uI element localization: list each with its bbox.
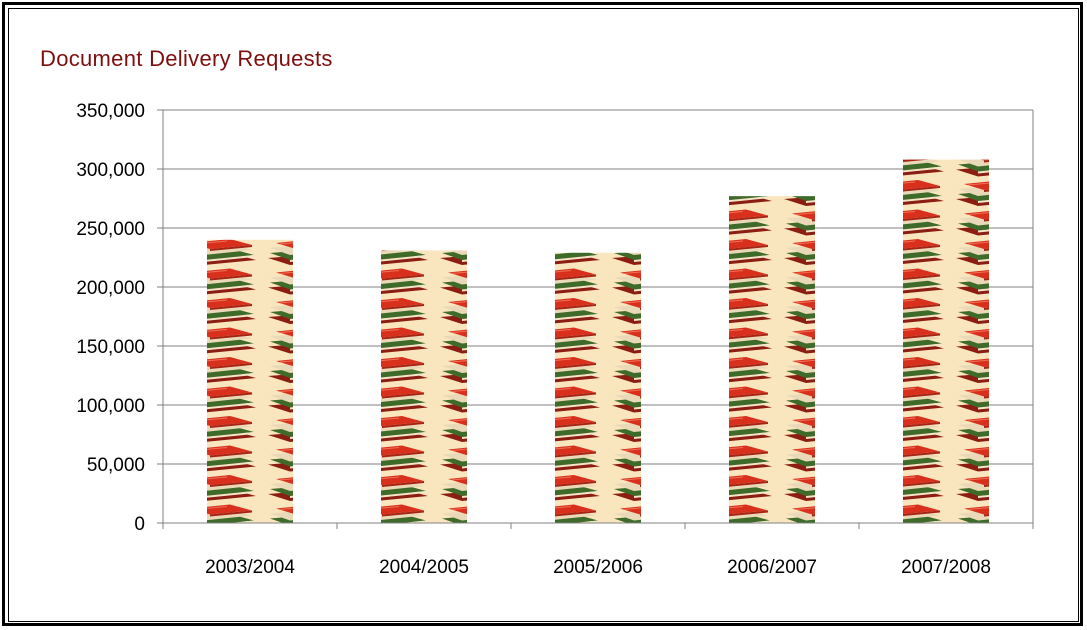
x-tick-label: 2004/2005: [379, 557, 469, 578]
bars: [207, 159, 989, 524]
y-tick-label: 50,000: [87, 455, 145, 476]
x-tick-label: 2007/2008: [901, 557, 991, 578]
y-tick-label: 250,000: [76, 219, 145, 240]
x-axis-tick-labels: 2003/2004 2004/2005 2005/2006 2006/2007 2007…: [205, 557, 991, 578]
y-tick-label: 200,000: [76, 278, 145, 299]
x-tick-label: 2006/2007: [727, 557, 817, 578]
bar: [729, 196, 815, 523]
bar: [903, 159, 989, 523]
bar: [207, 239, 293, 524]
y-tick-label: 300,000: [76, 160, 145, 181]
y-tick-label: 350,000: [76, 101, 145, 122]
x-tick-label: 2003/2004: [205, 557, 295, 578]
bar: [381, 250, 467, 524]
y-axis-tick-labels: 0 50,000 100,000 150,000 200,000 250,000 300,0…: [76, 101, 145, 535]
x-tick-label: 2005/2006: [553, 557, 643, 578]
y-tick-label: 0: [134, 514, 145, 535]
y-tick-label: 100,000: [76, 396, 145, 417]
bar: [555, 252, 641, 523]
axes: [157, 109, 1034, 529]
chart-title: Document Delivery Requests: [40, 46, 333, 71]
y-tick-label: 150,000: [76, 337, 145, 358]
